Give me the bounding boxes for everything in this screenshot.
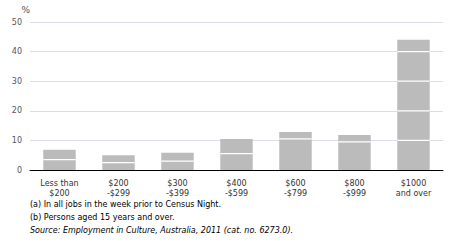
svg-text:and over: and over [396,189,432,198]
svg-text:Source: Employment in Culture,: Source: Employment in Culture, Australia… [30,226,293,235]
svg-text:Less than: Less than [40,179,78,188]
svg-text:40: 40 [12,47,22,56]
svg-text:10: 10 [12,136,22,145]
svg-text:%: % [21,5,30,15]
svg-text:$200: $200 [108,179,128,188]
svg-text:$800: $800 [344,179,364,188]
svg-text:$600: $600 [285,179,305,188]
svg-text:-$799: -$799 [284,189,307,198]
svg-text:$1000: $1000 [401,179,426,188]
svg-text:$200: $200 [49,189,69,198]
svg-text:20: 20 [12,106,22,115]
svg-text:50: 50 [12,18,22,27]
svg-text:$300: $300 [167,179,187,188]
svg-text:0: 0 [17,166,22,175]
svg-text:$400: $400 [226,179,246,188]
svg-text:-$299: -$299 [107,189,130,198]
svg-text:(a) In all jobs in the week pr: (a) In all jobs in the week prior to Cen… [30,200,221,209]
svg-text:30: 30 [12,77,22,86]
svg-text:-$599: -$599 [225,189,248,198]
svg-text:-$999: -$999 [343,189,366,198]
svg-text:(b) Persons aged 15 years and: (b) Persons aged 15 years and over. [30,213,175,222]
svg-text:-$399: -$399 [166,189,189,198]
